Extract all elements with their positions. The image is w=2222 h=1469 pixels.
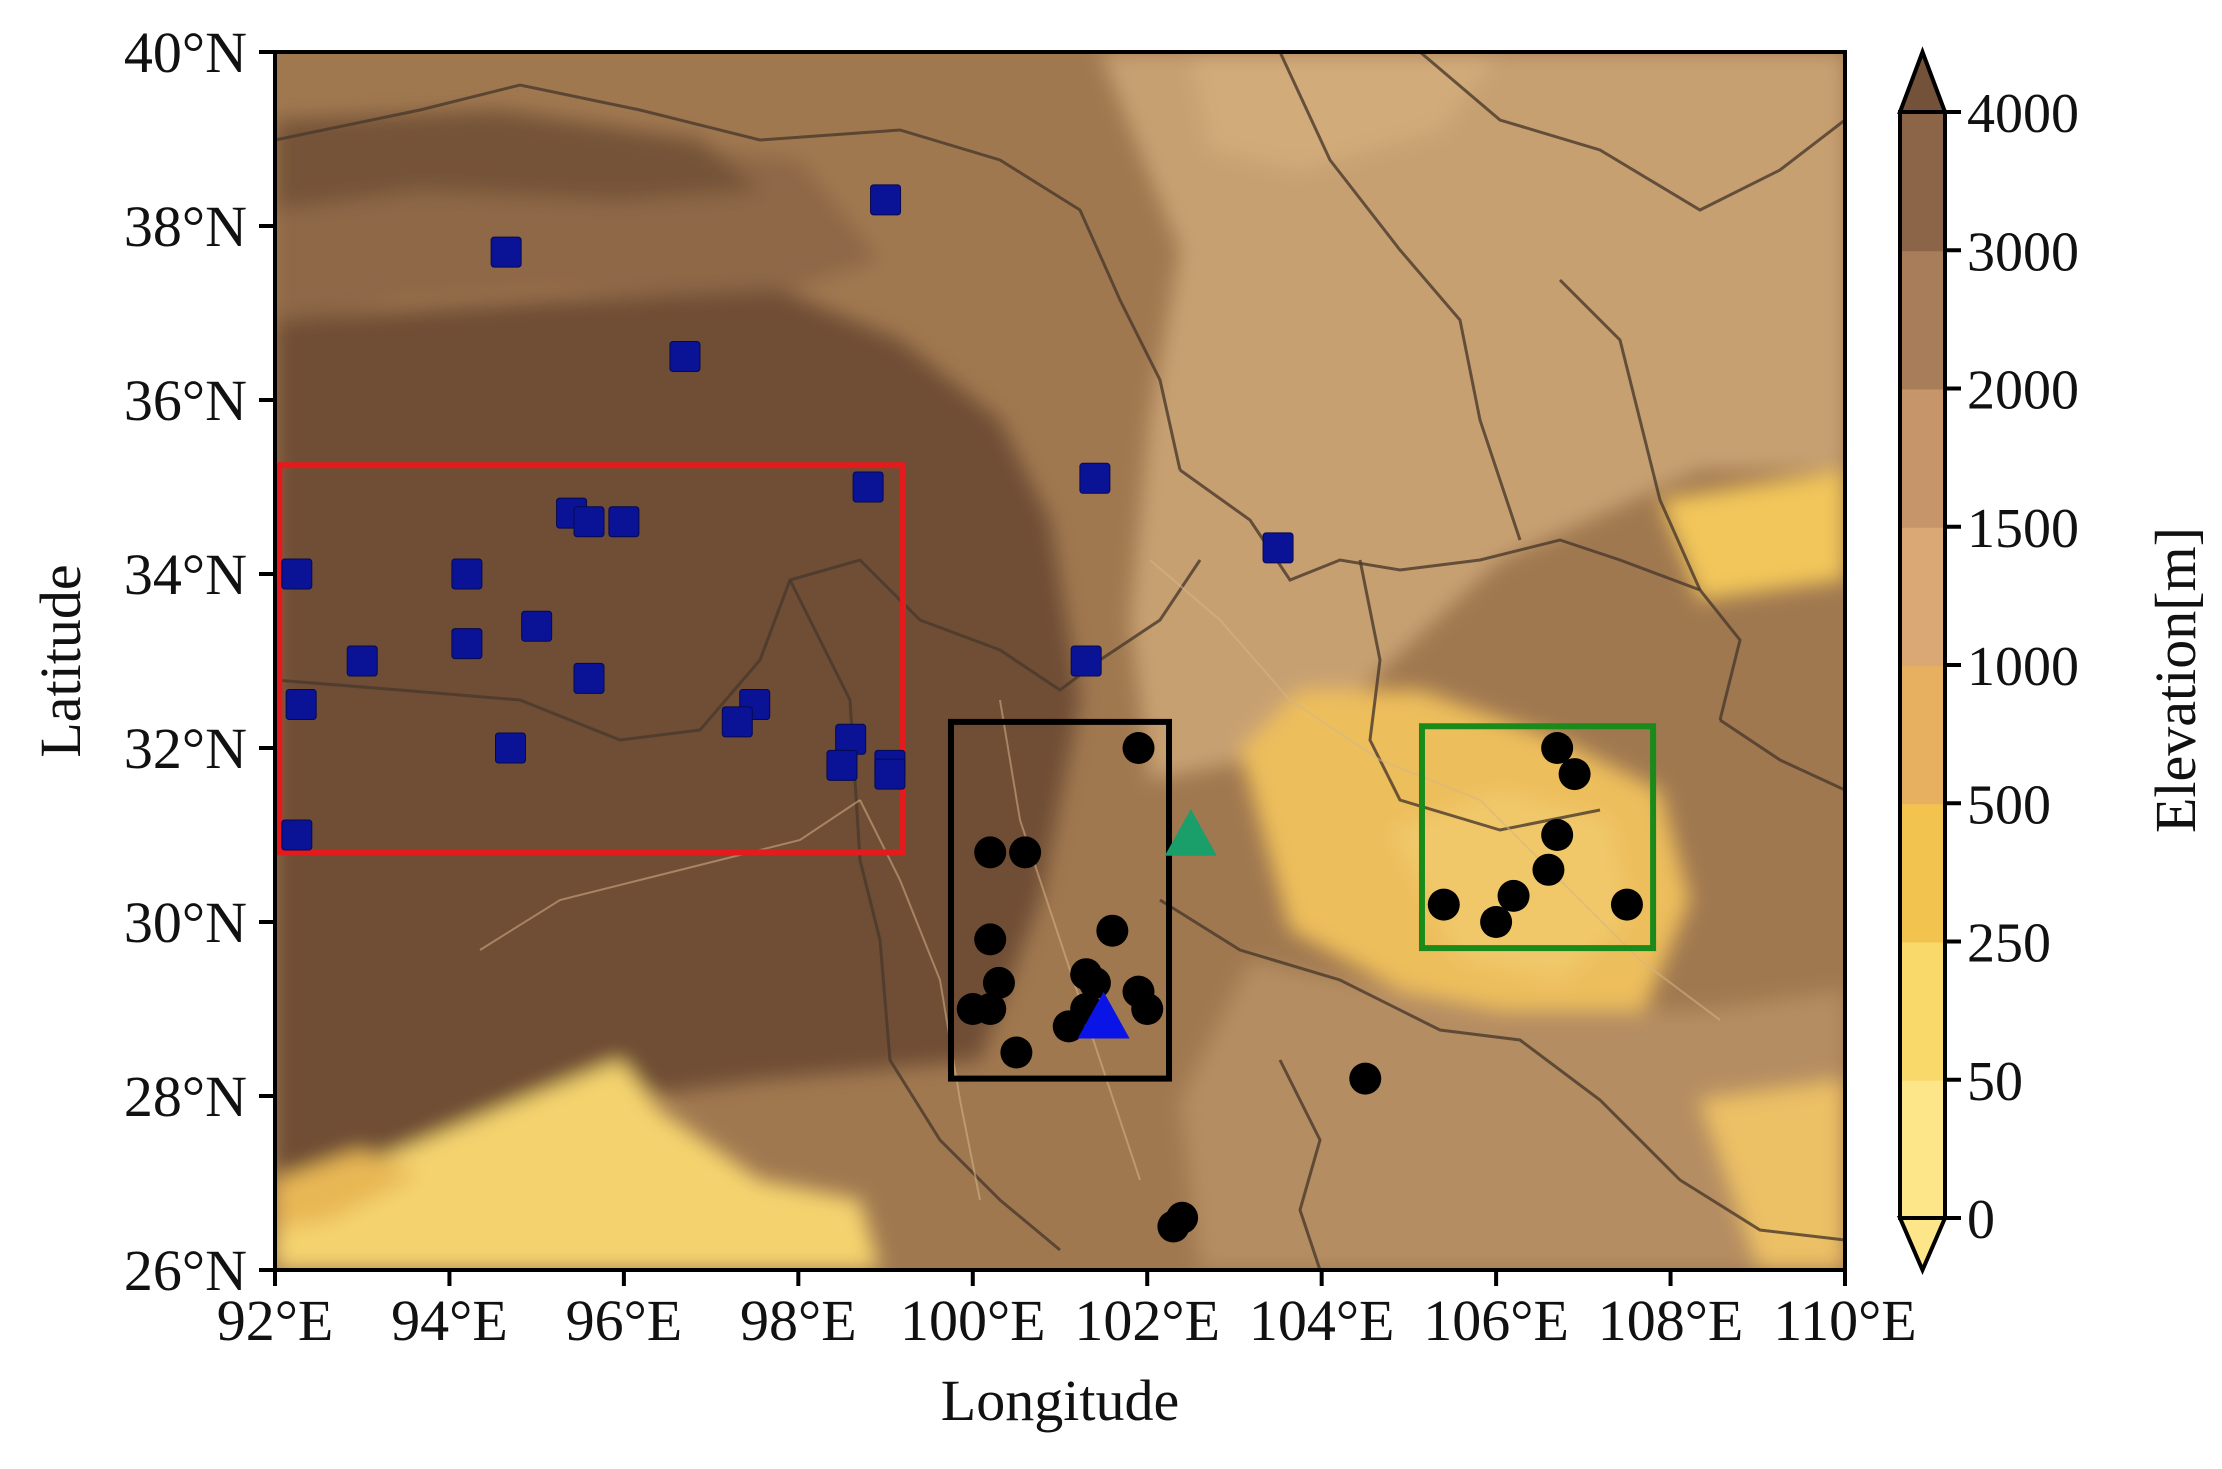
- colorbar-band: [1900, 803, 1945, 943]
- colorbar-band: [1900, 1079, 1945, 1219]
- station-square: [281, 819, 313, 851]
- station-square: [281, 558, 313, 590]
- station-square: [826, 749, 858, 781]
- station-square: [608, 506, 640, 538]
- colorbar-tick-label: 2000: [1967, 360, 2079, 422]
- station-square: [346, 645, 378, 677]
- lon-tick-label: 104°E: [1249, 1288, 1395, 1353]
- station-square: [521, 610, 553, 642]
- station-dot: [974, 993, 1007, 1025]
- region-box-3: [1418, 723, 1657, 952]
- station-dot: [1541, 732, 1574, 764]
- station-dot: [1078, 966, 1111, 999]
- station-dot: [1131, 993, 1164, 1025]
- map-panel: [275, 52, 1845, 1270]
- colorbar-tick-label: 1500: [1967, 498, 2079, 560]
- triangle-marker-1: [1164, 809, 1217, 856]
- station-dot: [1532, 853, 1565, 886]
- lon-tick-label: 98°E: [740, 1288, 857, 1353]
- lat-tick-label: 36°N: [124, 368, 247, 433]
- station-dot: [982, 966, 1015, 999]
- plot-frame: [273, 50, 1847, 1272]
- colorbar-title: Elevation[m]: [2143, 527, 2208, 833]
- longitude-ticks: 92°E 94°E 96°E 98°E 100°E 102°E 104°E 106°E 108°…: [217, 1270, 1917, 1353]
- colorbar-extend-low: [1896, 1216, 1949, 1276]
- station-square: [874, 758, 906, 790]
- colorbar-band: [1900, 665, 1945, 805]
- colorbar-tick-label: 50: [1967, 1051, 2023, 1113]
- lat-tick-label: 28°N: [124, 1064, 247, 1129]
- colorbar-band: [1900, 112, 1945, 252]
- blue-square-stations: [281, 184, 1294, 851]
- station-square: [451, 628, 483, 660]
- station-square: [573, 662, 605, 694]
- station-square: [852, 471, 884, 503]
- colorbar-extend-high: [1897, 46, 1948, 114]
- station-dot: [1166, 1201, 1199, 1234]
- station-dot: [1558, 758, 1591, 791]
- station-square: [1079, 462, 1111, 494]
- station-square: [573, 506, 605, 538]
- station-square: [721, 706, 753, 738]
- lon-tick-label: 102°E: [1074, 1288, 1220, 1353]
- region-box-2: [947, 718, 1173, 1082]
- colorbar-band: [1900, 250, 1945, 390]
- station-square: [451, 558, 483, 590]
- latitude-ticks: 26°N 28°N 30°N 32°N 34°N 36°N 38°N 40°N: [124, 20, 275, 1303]
- lat-tick-label: 32°N: [124, 716, 247, 781]
- station-square: [285, 689, 317, 720]
- station-dot: [1009, 836, 1042, 869]
- station-square: [669, 341, 701, 372]
- colorbar-band: [1900, 388, 1945, 528]
- colorbar-tick-label: 250: [1967, 913, 2051, 975]
- station-square: [835, 723, 867, 755]
- study-regions: [276, 462, 1657, 1082]
- x-axis-title: Longitude: [941, 1368, 1179, 1433]
- station-dot: [1497, 879, 1530, 912]
- station-square: [870, 184, 902, 216]
- station-dot: [1480, 906, 1513, 938]
- lat-tick-label: 40°N: [124, 20, 247, 85]
- elevation-colorbar: 0 50 250 500 1000 1500 2000 3000 4000: [1896, 46, 2079, 1276]
- station-dot: [974, 836, 1007, 869]
- station-dot: [1610, 888, 1643, 921]
- colorbar-tick-label: 0: [1967, 1189, 1995, 1251]
- lon-tick-label: 100°E: [900, 1288, 1046, 1353]
- lon-tick-label: 92°E: [217, 1288, 334, 1353]
- lon-tick-label: 110°E: [1773, 1288, 1916, 1353]
- station-dot: [1427, 888, 1460, 921]
- lon-tick-label: 96°E: [566, 1288, 683, 1353]
- station-square: [1262, 532, 1294, 564]
- lat-tick-label: 30°N: [124, 890, 247, 955]
- station-dot: [1349, 1062, 1382, 1095]
- station-square: [495, 732, 526, 764]
- lat-tick-label: 26°N: [124, 1238, 247, 1303]
- lat-tick-label: 34°N: [124, 542, 247, 607]
- colorbar-band: [1900, 941, 1945, 1081]
- lat-tick-label: 38°N: [124, 194, 247, 259]
- region-box-1: [276, 462, 907, 856]
- triangle-markers: [1077, 809, 1217, 1039]
- y-axis-title: Latitude: [28, 564, 93, 757]
- lon-tick-label: 106°E: [1423, 1288, 1569, 1353]
- station-dot: [1000, 1036, 1033, 1069]
- station-square: [1070, 645, 1102, 677]
- triangle-marker-2: [1077, 991, 1130, 1039]
- colorbar-band: [1900, 526, 1945, 666]
- station-dot: [1096, 914, 1129, 947]
- colorbar-tick-label: 3000: [1967, 221, 2079, 283]
- colorbar-tick-label: 500: [1967, 774, 2051, 836]
- station-dot: [974, 923, 1007, 956]
- colorbar-tick-label: 4000: [1967, 83, 2079, 145]
- terrain-shading: [275, 52, 1845, 1270]
- colorbar-tick-label: 1000: [1967, 636, 2079, 698]
- lon-tick-label: 94°E: [391, 1288, 508, 1353]
- lon-tick-label: 108°E: [1598, 1288, 1744, 1353]
- station-dot: [1122, 732, 1155, 764]
- station-square: [490, 236, 522, 268]
- station-dot: [1541, 819, 1574, 851]
